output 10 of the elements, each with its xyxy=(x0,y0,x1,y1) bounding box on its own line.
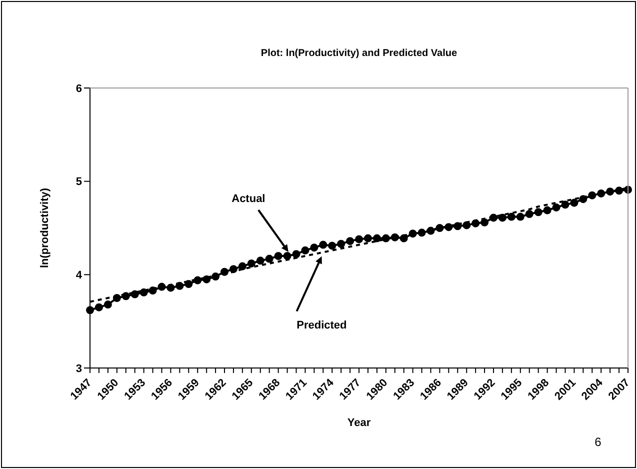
y-tick-label: 5 xyxy=(76,176,82,188)
x-axis-title: Year xyxy=(347,417,372,429)
chart-title: Plot: ln(Productivity) and Predicted Value xyxy=(260,48,458,59)
y-tick-label: 6 xyxy=(76,82,82,95)
y-tick-label: 3 xyxy=(76,362,82,375)
text: 6 xyxy=(594,435,602,449)
y-tick-label: 4 xyxy=(76,270,83,282)
annotation: Predicted xyxy=(296,319,347,332)
y-axis-title: ln(productivity) xyxy=(39,188,51,268)
annotation: Actual xyxy=(232,193,266,205)
